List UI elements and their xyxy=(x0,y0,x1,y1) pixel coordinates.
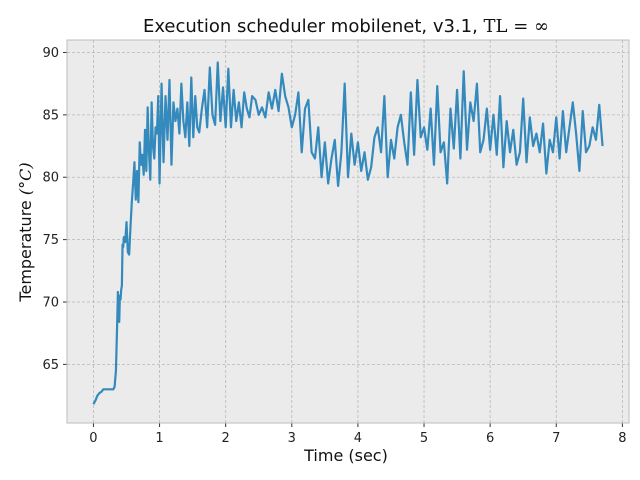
x-tick-label: 1 xyxy=(155,431,163,446)
x-tick-label: 3 xyxy=(288,431,296,446)
x-tick-label: 8 xyxy=(618,431,626,446)
x-tick-label: 2 xyxy=(222,431,230,446)
plot-frame xyxy=(66,39,630,424)
x-tick-label: 6 xyxy=(486,431,494,446)
x-tick-label: 0 xyxy=(89,431,97,446)
y-tick-label: 85 xyxy=(42,108,59,123)
y-tick-label: 90 xyxy=(42,46,59,61)
plot-background xyxy=(67,40,629,423)
y-tick-label: 75 xyxy=(42,233,59,248)
x-tick-label: 7 xyxy=(552,431,560,446)
axis-ticks xyxy=(63,51,623,427)
chart-title: Execution scheduler mobilenet, v3.1, TL … xyxy=(143,16,549,37)
x-axis-label: Time (sec) xyxy=(303,446,388,465)
y-tick-label: 70 xyxy=(42,295,59,310)
x-tick-label: 4 xyxy=(354,431,362,446)
y-tick-label: 80 xyxy=(42,171,59,186)
y-tick-label: 65 xyxy=(42,358,59,373)
temperature-series-line xyxy=(92,61,604,405)
y-axis-label: Temperature (°C) xyxy=(16,162,35,302)
x-tick-label: 5 xyxy=(420,431,428,446)
